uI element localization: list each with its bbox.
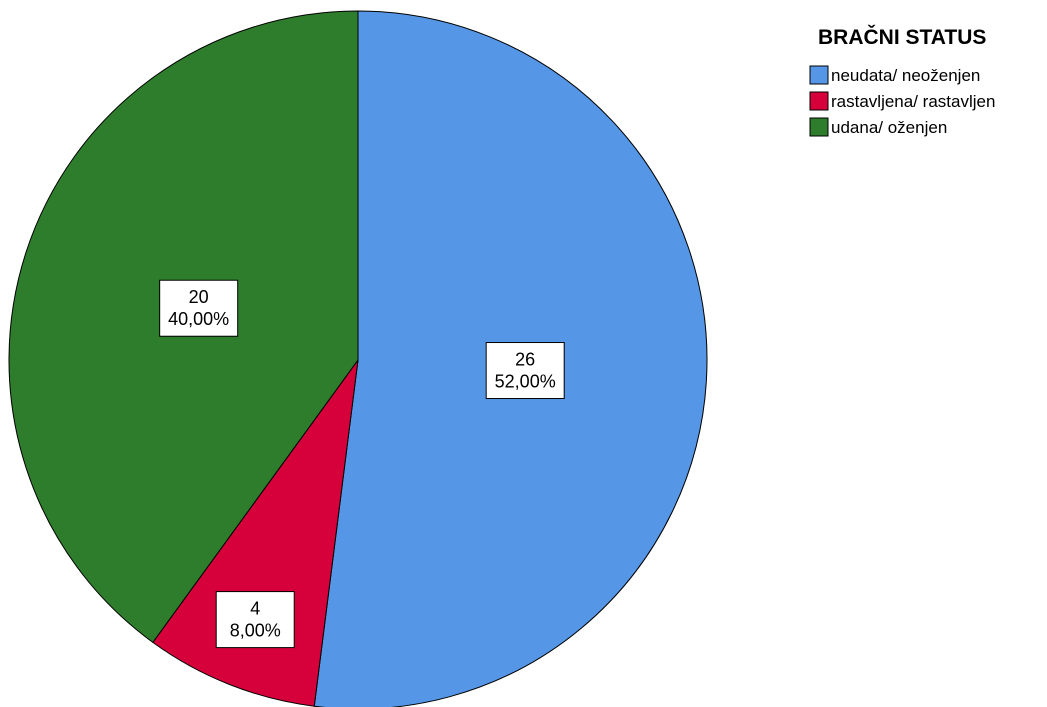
legend-swatch-2 — [809, 117, 829, 137]
legend: BRAČNI STATUS neudata/ neoženjen rastavlj… — [809, 25, 995, 137]
legend-label-1: rastavljena/ rastavljen — [831, 92, 995, 111]
slice-label-box-1 — [215, 591, 295, 649]
slice-label-box-2 — [159, 279, 239, 337]
slice-count-label-1: 4 — [250, 599, 260, 619]
legend-label-2: udana/ oženjen — [831, 118, 947, 137]
legend-items: neudata/ neoženjen rastavljena/ rastavlje… — [809, 65, 995, 137]
legend-swatch-1 — [809, 91, 829, 111]
slice-count-label-2: 20 — [189, 287, 209, 307]
slice-percent-label-2: 40,00% — [168, 309, 229, 329]
slice-percent-label-0: 52,00% — [495, 372, 556, 392]
legend-label-0: neudata/ neoženjen — [831, 66, 980, 85]
pie-slices — [8, 10, 708, 707]
legend-swatch-0 — [809, 65, 829, 85]
legend-title: BRAČNI STATUS — [818, 25, 986, 49]
slice-label-box-0 — [485, 342, 565, 400]
pie-slice-1 — [152, 359, 359, 707]
slice-count-label-0: 26 — [515, 350, 535, 370]
slice-percent-label-1: 8,00% — [230, 621, 281, 641]
